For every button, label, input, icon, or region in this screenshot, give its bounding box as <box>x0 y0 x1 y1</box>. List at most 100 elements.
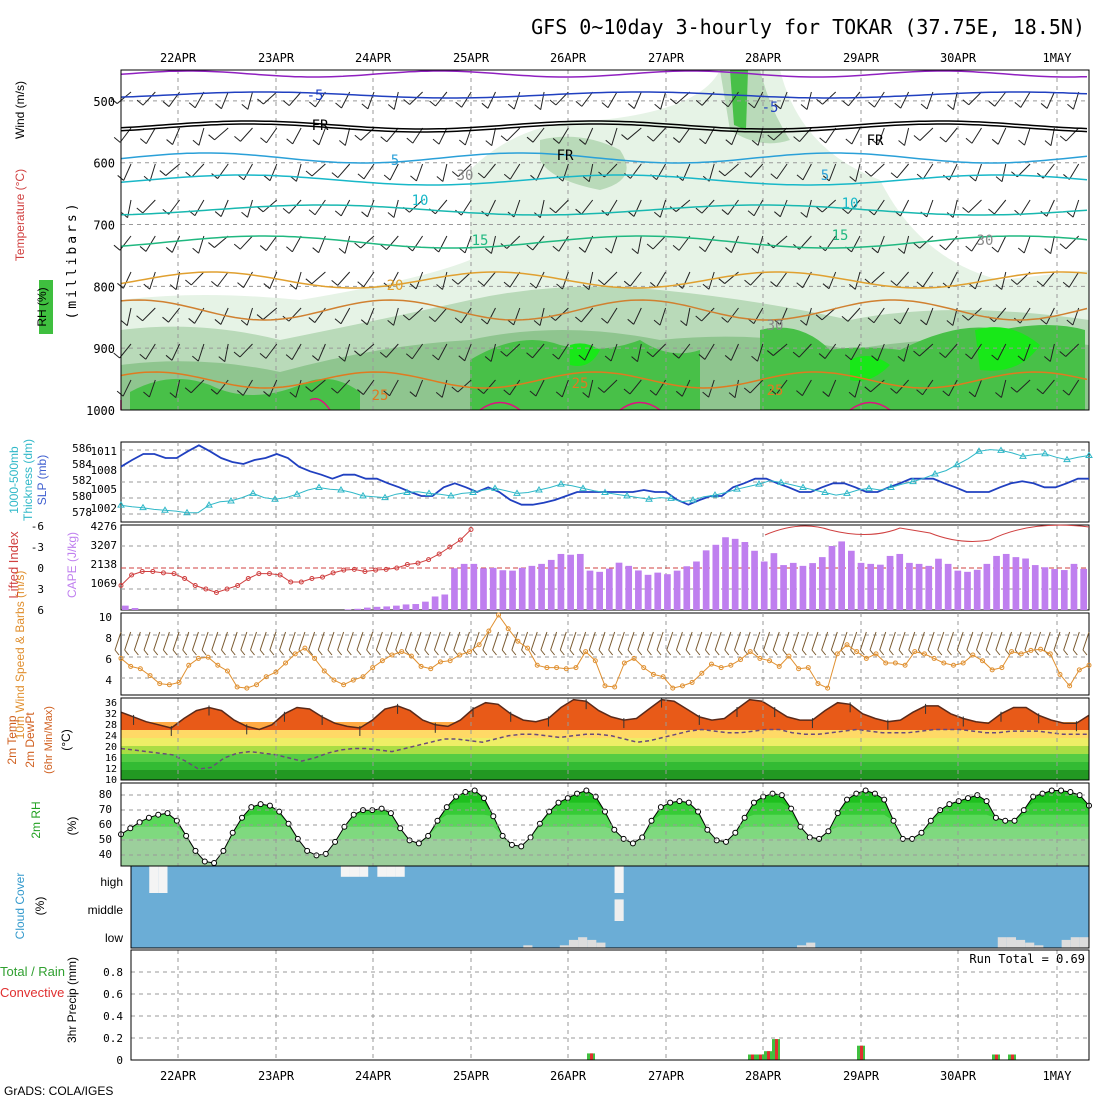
wind-barb-10m-flag <box>434 649 439 656</box>
wind-speed-marker <box>1047 651 1053 657</box>
top-date-label: 29APR <box>843 51 880 65</box>
cape-bar <box>373 606 381 610</box>
wind-barb-10m <box>598 631 606 651</box>
rh-shading-region <box>850 356 890 381</box>
wind-barb <box>486 307 496 325</box>
wind-barb-10m-flag <box>976 649 981 656</box>
pressure-tick-label: 800 <box>93 280 115 294</box>
wind-barb-10m <box>201 631 209 651</box>
wind-barb <box>903 235 910 254</box>
cape-bar <box>954 570 962 610</box>
wind-barb <box>945 127 958 143</box>
thickness-tick-label: 580 <box>72 490 92 503</box>
wind-barb-10m <box>617 631 625 651</box>
rh-marker <box>239 814 245 821</box>
wind-barb-10m-flag <box>424 649 430 656</box>
wind-barb-flag <box>529 282 537 289</box>
cloud-low-bar <box>1034 945 1044 948</box>
wind-barb-10m-flag <box>879 649 885 656</box>
cloud-tick-label: middle <box>88 903 124 917</box>
cloud-panel-frame <box>130 865 1090 949</box>
cape-bar <box>1051 569 1058 610</box>
wind-barb-flag <box>1036 388 1044 395</box>
wind-barb-flag <box>751 140 759 146</box>
wind-barb <box>513 307 521 326</box>
wind-barb <box>581 199 594 215</box>
wind-barb <box>652 235 666 250</box>
wind-barb-10m <box>666 631 674 651</box>
thickness-marker <box>139 503 147 511</box>
wind-speed-marker <box>496 612 502 618</box>
wind-barb <box>483 271 496 287</box>
wind-barb-10m-flag <box>1024 649 1030 656</box>
temp-tick-label: 10 <box>105 775 117 786</box>
wind-barb-10m-flag <box>869 649 875 656</box>
rh-marker <box>555 799 562 806</box>
cape-bar <box>431 596 439 610</box>
thickness-marker <box>183 508 191 516</box>
wind-barb-flag <box>485 248 492 254</box>
wind-barb-10m-flag <box>521 649 526 656</box>
wind-barb-flag <box>991 138 999 145</box>
wind-barb-10m <box>966 631 974 651</box>
wind-barb <box>899 199 910 217</box>
wind-barb-flag <box>578 354 586 361</box>
wind-speed-marker <box>205 654 211 660</box>
wind-speed-marker <box>863 655 869 661</box>
rh-marker <box>983 798 990 805</box>
precip-convective-bar <box>751 1054 754 1060</box>
cape-bar <box>412 604 420 610</box>
wind-barb-10m-flag <box>124 649 130 656</box>
wind-barb <box>607 307 618 324</box>
wind-barb <box>263 91 278 105</box>
wind-barb <box>165 163 180 176</box>
lifted-index-marker <box>192 583 198 588</box>
wind-barb <box>123 163 132 181</box>
lifted-index-marker <box>426 557 432 563</box>
wind-barb <box>919 127 934 141</box>
wind-barb <box>539 307 545 326</box>
wind-barb <box>945 343 958 358</box>
wind-barb-10m <box>908 631 916 651</box>
rh-marker <box>266 802 273 809</box>
wind-tick-label: 10 <box>99 611 112 624</box>
wind-barb-10m-flag <box>889 649 894 656</box>
wind-barb <box>660 91 667 110</box>
wind-barb-flag <box>289 391 297 398</box>
wind-barb-10m <box>947 631 954 651</box>
thickness-marker <box>227 496 235 504</box>
ylabel-precip-axis: 3hr Precip (mm) <box>65 957 79 1043</box>
wind-barb-10m-flag <box>569 649 575 656</box>
isotherm-line <box>120 271 1088 289</box>
wind-barb <box>874 91 885 108</box>
wind-barb-flag <box>282 207 290 214</box>
wind-barb <box>314 199 326 216</box>
wind-barb <box>367 91 375 110</box>
precip-tick-label: 0.4 <box>103 1010 123 1023</box>
wind-barb-10m <box>211 631 219 651</box>
wind-barb-flag <box>263 283 271 289</box>
isotherm-line <box>120 91 1088 99</box>
ylabel-millibars: (millibars) <box>65 200 80 319</box>
wind-speed-marker <box>350 677 356 683</box>
wind-barb-flag <box>654 211 661 218</box>
wind-barb-flag <box>387 212 395 218</box>
wind-barb <box>506 235 521 249</box>
cape-bar <box>1070 563 1078 610</box>
wind-barb-flag <box>1059 243 1067 250</box>
precip-tick-label: 0.8 <box>103 966 123 979</box>
wind-barb <box>603 271 618 286</box>
wind-barb-flag <box>796 390 803 396</box>
cape-bar <box>344 609 352 610</box>
rh-marker <box>741 814 748 821</box>
wind-barb-flag <box>383 174 391 181</box>
wind-barb <box>344 235 351 254</box>
wind-barb <box>603 379 618 393</box>
rh-marker <box>732 829 739 836</box>
wind-speed-marker <box>960 660 966 666</box>
rh-marker <box>192 847 199 854</box>
wind-barb <box>490 343 496 362</box>
cloud-high-bar <box>386 866 396 877</box>
wind-barb-10m-flag <box>317 649 323 656</box>
wind-barb-flag <box>962 314 969 321</box>
